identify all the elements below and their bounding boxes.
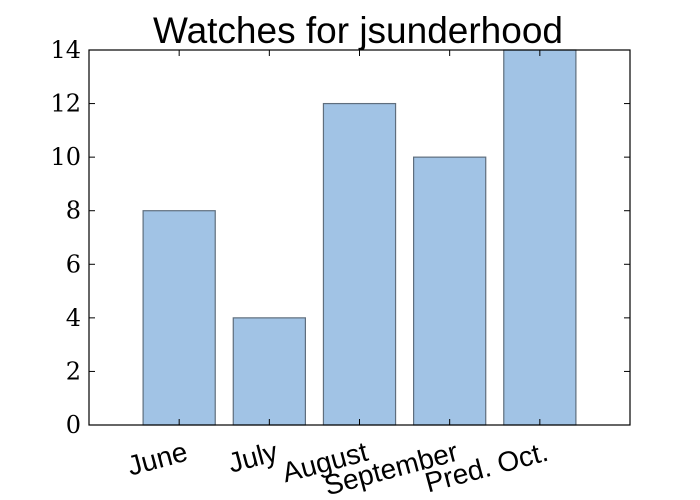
bar-july	[232, 317, 306, 426]
y-tick-label: 2	[66, 357, 81, 385]
y-tick-label: 12	[50, 90, 81, 118]
y-tick-label: 0	[66, 411, 81, 439]
y-tick-label: 14	[50, 36, 81, 64]
x-tick-label: June	[124, 436, 191, 482]
y-tick-label: 4	[66, 304, 81, 332]
bar-september	[413, 156, 487, 426]
bar-pred-oct	[503, 49, 577, 426]
y-axis: 0 2 4 6 8 10 12 14	[50, 36, 630, 439]
bar-august	[322, 102, 397, 426]
x-tick-label: July	[225, 436, 281, 479]
chart-title: Watches for jsunderhood	[153, 10, 563, 51]
y-tick-label: 6	[66, 250, 81, 278]
y-tick-label: 10	[50, 143, 81, 171]
bars-group	[142, 49, 577, 426]
bar-june	[142, 210, 216, 426]
plot-frame	[88, 49, 631, 426]
y-tick-label: 8	[66, 197, 81, 225]
